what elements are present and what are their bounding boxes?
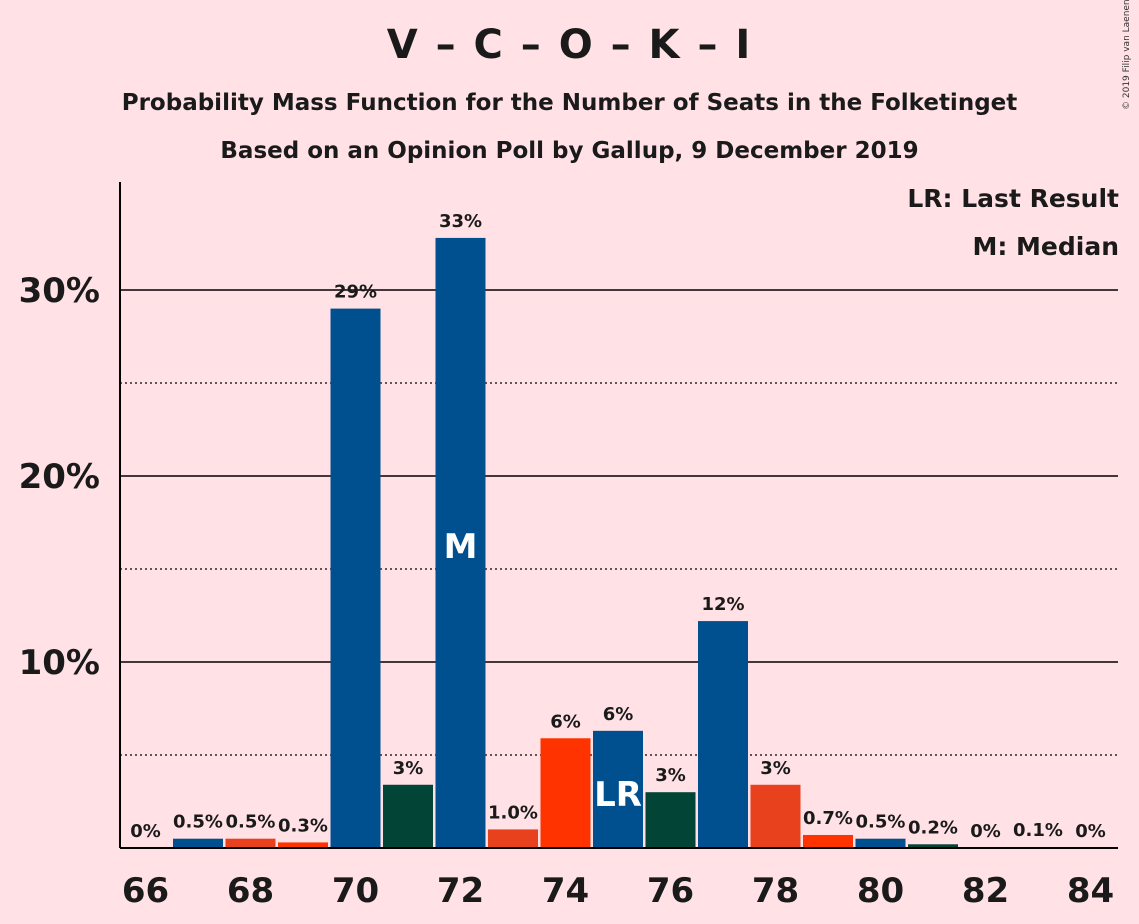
bar-78: [750, 784, 801, 848]
gridlines: [120, 289, 1118, 756]
x-tick-label: 76: [647, 871, 694, 911]
value-label-66: 0%: [130, 821, 161, 842]
bar-73: [488, 829, 538, 848]
x-tick-label: 66: [122, 871, 169, 911]
bar-67: [173, 838, 223, 848]
bar-79: [803, 834, 853, 848]
y-tick-label: 20%: [19, 457, 100, 497]
x-tick-label: 82: [962, 871, 1009, 911]
x-tick-label: 74: [542, 871, 589, 911]
y-tick-label: 30%: [19, 271, 100, 311]
legend-last-result: LR: Last Result: [907, 184, 1119, 213]
value-label-77: 12%: [701, 594, 744, 615]
bar-72: [435, 237, 486, 849]
chart-subtitle: Probability Mass Function for the Number…: [121, 90, 1018, 116]
chart-source-line: Based on an Opinion Poll by Gallup, 9 De…: [220, 138, 919, 164]
value-label-72: 33%: [439, 211, 482, 232]
value-label-70: 29%: [334, 282, 377, 303]
bar-68: [225, 838, 276, 848]
legend-median: M: Median: [972, 232, 1119, 261]
value-label-76: 3%: [655, 765, 686, 786]
axes: 10% 20% 30% 66 68 70 72 74 76 78 80 82 84: [19, 182, 1118, 911]
value-label-71: 3%: [393, 758, 424, 779]
value-label-75: 6%: [603, 704, 634, 725]
bar-77: [698, 621, 748, 848]
value-label-83: 0.1%: [1013, 820, 1063, 841]
value-label-74: 6%: [550, 711, 581, 732]
value-label-84: 0%: [1075, 821, 1106, 842]
bar-71: [383, 784, 433, 848]
value-label-68: 0.5%: [226, 812, 276, 833]
x-tick-label: 70: [332, 871, 379, 911]
bars: [173, 237, 1063, 849]
bar-81: [908, 844, 958, 848]
value-label-82: 0%: [970, 821, 1001, 842]
value-label-67: 0.5%: [173, 812, 223, 833]
median-marker: M: [444, 527, 478, 567]
chart-title: V – C – O – K – I: [386, 22, 753, 68]
value-label-81: 0.2%: [908, 817, 958, 838]
bar-75: [593, 730, 643, 848]
value-label-78: 3%: [760, 758, 791, 779]
x-tick-label: 78: [752, 871, 799, 911]
value-labels: 0% 0.5% 0.5% 0.3%29%3%33%1.0%6% 6%3%12%3%0.7…: [130, 211, 1106, 842]
last-result-marker: LR: [594, 775, 642, 815]
bar-70: [330, 308, 381, 849]
bar-69: [278, 842, 328, 848]
x-tick-label: 84: [1067, 871, 1114, 911]
bar-74: [540, 738, 591, 848]
value-label-79: 0.7%: [803, 808, 853, 829]
x-tick-label: 72: [437, 871, 484, 911]
bar-76: [645, 792, 696, 848]
bar-80: [855, 838, 906, 848]
value-label-73: 1.0%: [488, 802, 538, 823]
value-label-80: 0.5%: [856, 812, 906, 833]
value-label-69: 0.3%: [278, 815, 328, 836]
x-tick-label: 80: [857, 871, 904, 911]
y-tick-label: 10%: [19, 643, 100, 683]
x-tick-label: 68: [227, 871, 274, 911]
